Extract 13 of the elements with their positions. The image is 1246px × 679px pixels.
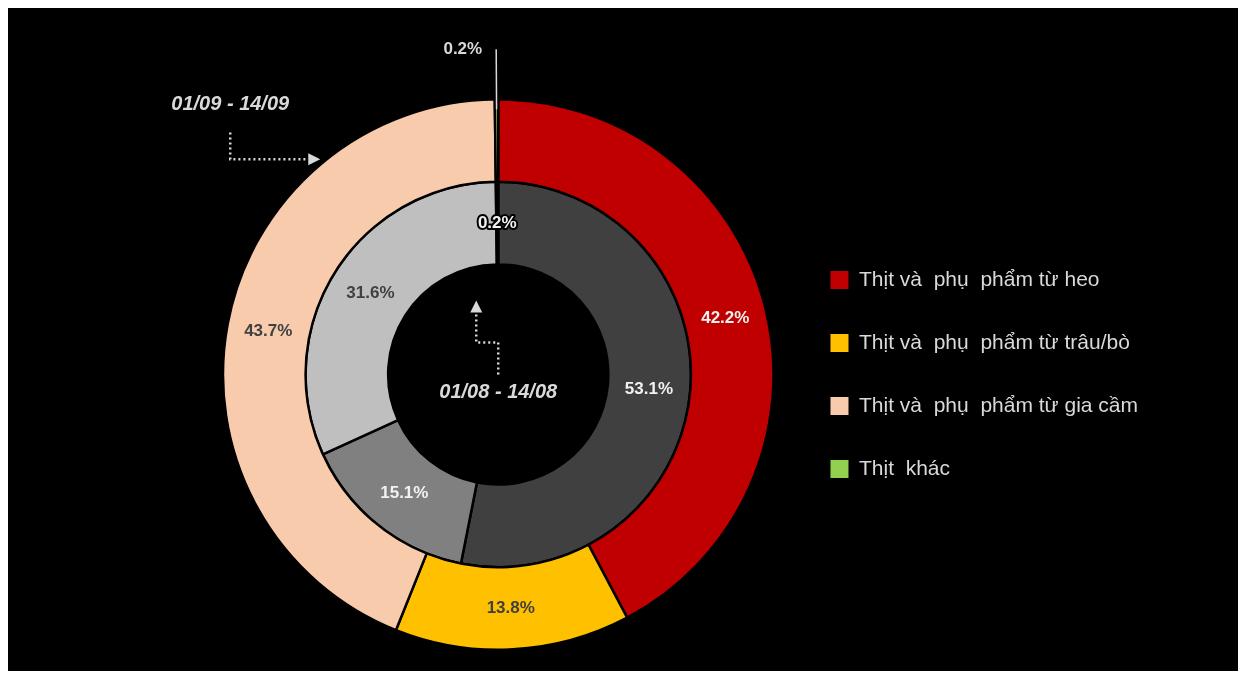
data-label: 0.2% [443, 38, 483, 58]
slice-label: 01/09 - 14/09 [171, 92, 291, 115]
legend-label: Thịt và phụ phẩm từ gia cầm [858, 392, 1139, 416]
data-label: 42.2% [701, 307, 750, 327]
data-label: 13.8% [486, 597, 535, 617]
legend-label: Thịt khác [858, 455, 951, 479]
slice-label: 01/08 - 14/08 [439, 380, 559, 403]
data-label: 31.6% [346, 283, 395, 303]
data-label: 15.1% [380, 482, 429, 502]
legend-label: Thịt và phụ phẩm từ heo [858, 266, 1100, 290]
legend-label: Thịt và phụ phẩm từ trâu/bò [858, 329, 1130, 353]
data-label: 43.7% [244, 321, 293, 341]
data-label: 53.1% [624, 378, 674, 398]
